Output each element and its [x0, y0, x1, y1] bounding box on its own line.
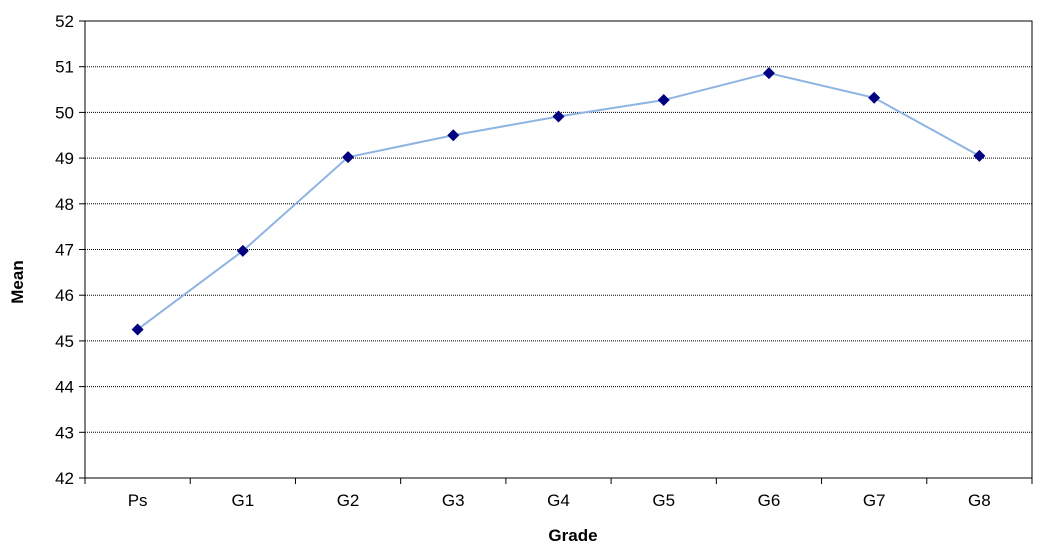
x-tick-label-1: G1 [231, 491, 254, 510]
y-axis-title: Mean [8, 260, 27, 303]
data-point-g5 [657, 94, 670, 107]
plot-area-border [84, 20, 1033, 479]
x-tick-labels: Ps G1 G2 G3 G4 G5 G6 G7 G8 [128, 491, 991, 510]
y-tick-label-9: 51 [55, 58, 74, 77]
x-tick-label-3: G3 [442, 491, 465, 510]
x-tick-label-0: Ps [128, 491, 148, 510]
y-tick-label-2: 44 [55, 378, 74, 397]
data-point-g4 [552, 110, 565, 123]
x-tick-label-5: G5 [652, 491, 675, 510]
y-tick-label-7: 49 [55, 149, 74, 168]
y-tick-label-1: 43 [55, 423, 74, 442]
x-tick-label-6: G6 [758, 491, 781, 510]
x-tick-label-8: G8 [968, 491, 991, 510]
data-point-g3 [447, 129, 460, 142]
x-axis-title: Grade [548, 526, 597, 545]
y-tick-label-6: 48 [55, 195, 74, 214]
x-tick-label-2: G2 [337, 491, 360, 510]
data-point-g7 [868, 91, 881, 104]
y-tick-label-0: 42 [55, 469, 74, 488]
axes [79, 20, 1033, 484]
y-tick-label-10: 52 [55, 12, 74, 31]
data-point-g2 [342, 151, 355, 164]
x-tick-label-7: G7 [863, 491, 886, 510]
data-point-ps [131, 323, 144, 336]
y-tick-label-8: 50 [55, 103, 74, 122]
data-point-g8 [973, 149, 986, 162]
data-series [131, 67, 986, 336]
y-tick-label-3: 45 [55, 332, 74, 351]
data-point-g1 [236, 244, 249, 257]
y-tick-label-5: 47 [55, 241, 74, 260]
y-tick-label-4: 46 [55, 286, 74, 305]
data-point-g6 [762, 67, 775, 80]
y-tick-labels: 42 43 44 45 46 47 48 49 50 51 52 [55, 12, 74, 488]
x-tick-label-4: G4 [547, 491, 570, 510]
